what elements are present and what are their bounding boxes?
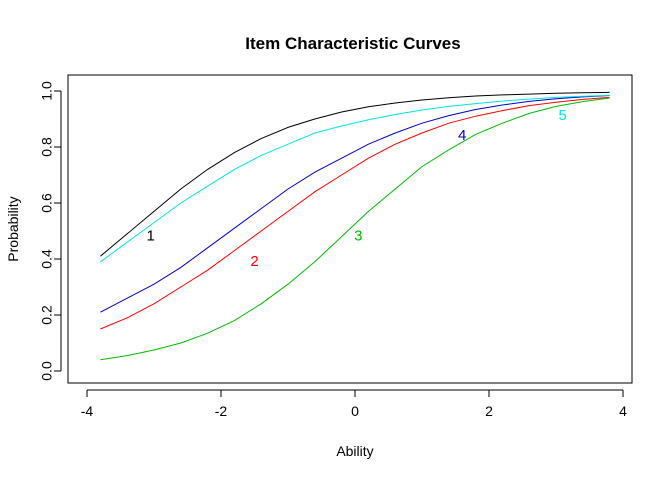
plot-frame [67,74,633,384]
x-tick-label: -2 [215,403,228,419]
chart-title: Item Characteristic Curves [245,34,460,53]
curve-label-2: 2 [250,253,258,270]
curve-label-3: 3 [354,228,362,245]
x-tick-label: 4 [619,403,627,419]
curve-label-5: 5 [559,107,567,124]
series-line-5 [100,94,610,263]
series-line-3 [100,97,610,361]
series-line-2 [100,96,610,330]
y-axis: 0.0 0.2 0.4 0.6 0.8 1.0 [39,81,62,381]
y-tick-label: 0.4 [39,249,55,269]
x-axis-label: Ability [336,443,373,459]
curve-label-1: 1 [146,228,154,245]
y-tick-label: 0.0 [39,361,55,381]
x-axis: -4 -2 0 2 4 [81,389,627,419]
x-tick-label: 0 [351,403,359,419]
series-group [100,91,610,361]
x-tick-label: 2 [485,403,493,419]
y-tick-label: 0.8 [39,137,55,157]
curve-label-4: 4 [458,127,466,144]
curve-labels: 1 2 3 4 5 [146,107,566,270]
x-tick-label: -4 [81,403,94,419]
y-axis-label: Probability [5,196,21,261]
y-tick-label: 0.6 [39,193,55,213]
series-line-1 [100,91,610,257]
y-tick-label: 1.0 [39,81,55,101]
y-tick-label: 0.2 [39,305,55,325]
series-line-4 [100,95,610,313]
